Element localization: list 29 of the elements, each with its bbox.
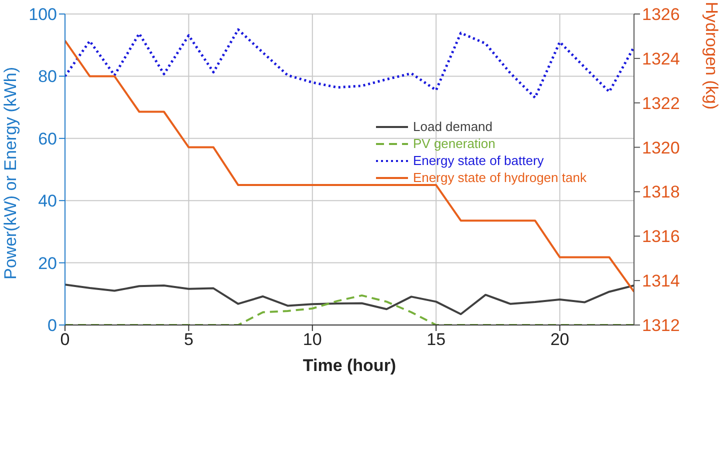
legend-label: Energy state of hydrogen tank	[413, 169, 586, 186]
x-tick-label: 20	[550, 330, 570, 350]
line-series	[65, 40, 634, 293]
y-tick-label: 60	[38, 129, 57, 148]
x-tick-label: 10	[302, 330, 322, 350]
legend-label: Energy state of battery	[413, 152, 544, 169]
y-tick-label: 100	[28, 5, 57, 24]
y2-axis-title: Hydrogen (kg)	[702, 2, 721, 110]
legend-label: PV generation	[413, 135, 496, 152]
y2-tick-label: 1314	[642, 272, 680, 291]
legend-label: Load demand	[413, 118, 493, 135]
y2-tick-label: 1324	[642, 49, 680, 68]
y-tick-label: 40	[38, 192, 57, 211]
y-tick-label: 0	[48, 316, 57, 336]
line-series	[65, 28, 634, 99]
x-axis-title: Time (hour)	[302, 356, 396, 375]
y2-tick-label: 1326	[642, 5, 680, 24]
x-tick-label: 5	[184, 330, 194, 350]
y2-tick-label: 1322	[642, 94, 680, 113]
y2-tick-label: 1316	[642, 227, 680, 246]
y-axis-title: Power(kW) or Energy (kWh)	[1, 66, 20, 280]
y-tick-label: 20	[38, 254, 57, 273]
x-tick-label: 0	[60, 330, 70, 350]
line-series	[65, 284, 634, 316]
y2-tick-label: 1318	[642, 182, 680, 202]
y-tick-label: 80	[38, 67, 57, 86]
y2-tick-label: 1312	[642, 316, 680, 336]
y2-tick-label: 1320	[642, 138, 680, 158]
x-tick-label: 15	[426, 330, 446, 350]
